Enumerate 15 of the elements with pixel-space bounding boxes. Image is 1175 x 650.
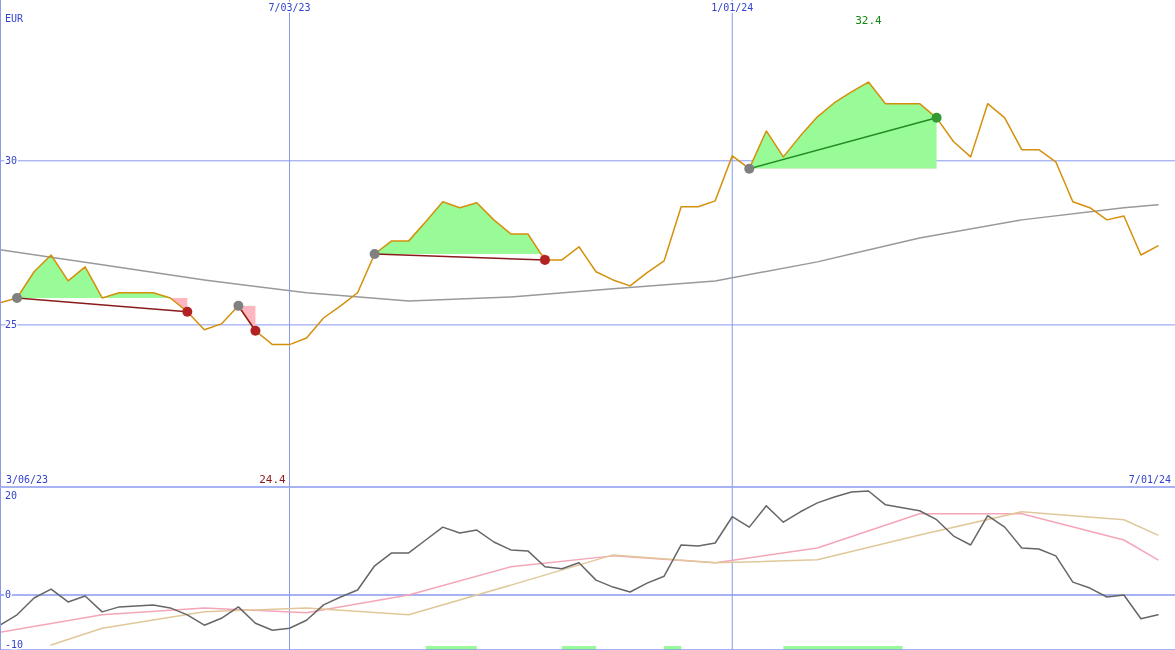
y-tick-label: 25 [5,318,18,330]
point [931,112,942,123]
annotation: 3/06/23 [6,474,49,485]
y-tick-label: 30 [5,154,18,166]
annotation: 7/01/24 [1128,474,1171,485]
line-series [0,490,1159,631]
x-tick-label: 1/01/24 [711,2,754,13]
y-tick-label: 0 [5,589,12,601]
annotation: 24.4 [259,473,287,486]
line-series [0,204,1159,302]
annotation: 32.4 [855,14,883,27]
y-tick-label: 20 [5,489,18,501]
y-tick-label: -10 [5,638,24,650]
y-axis-title: EUR [5,13,25,24]
line-series [0,81,1159,346]
